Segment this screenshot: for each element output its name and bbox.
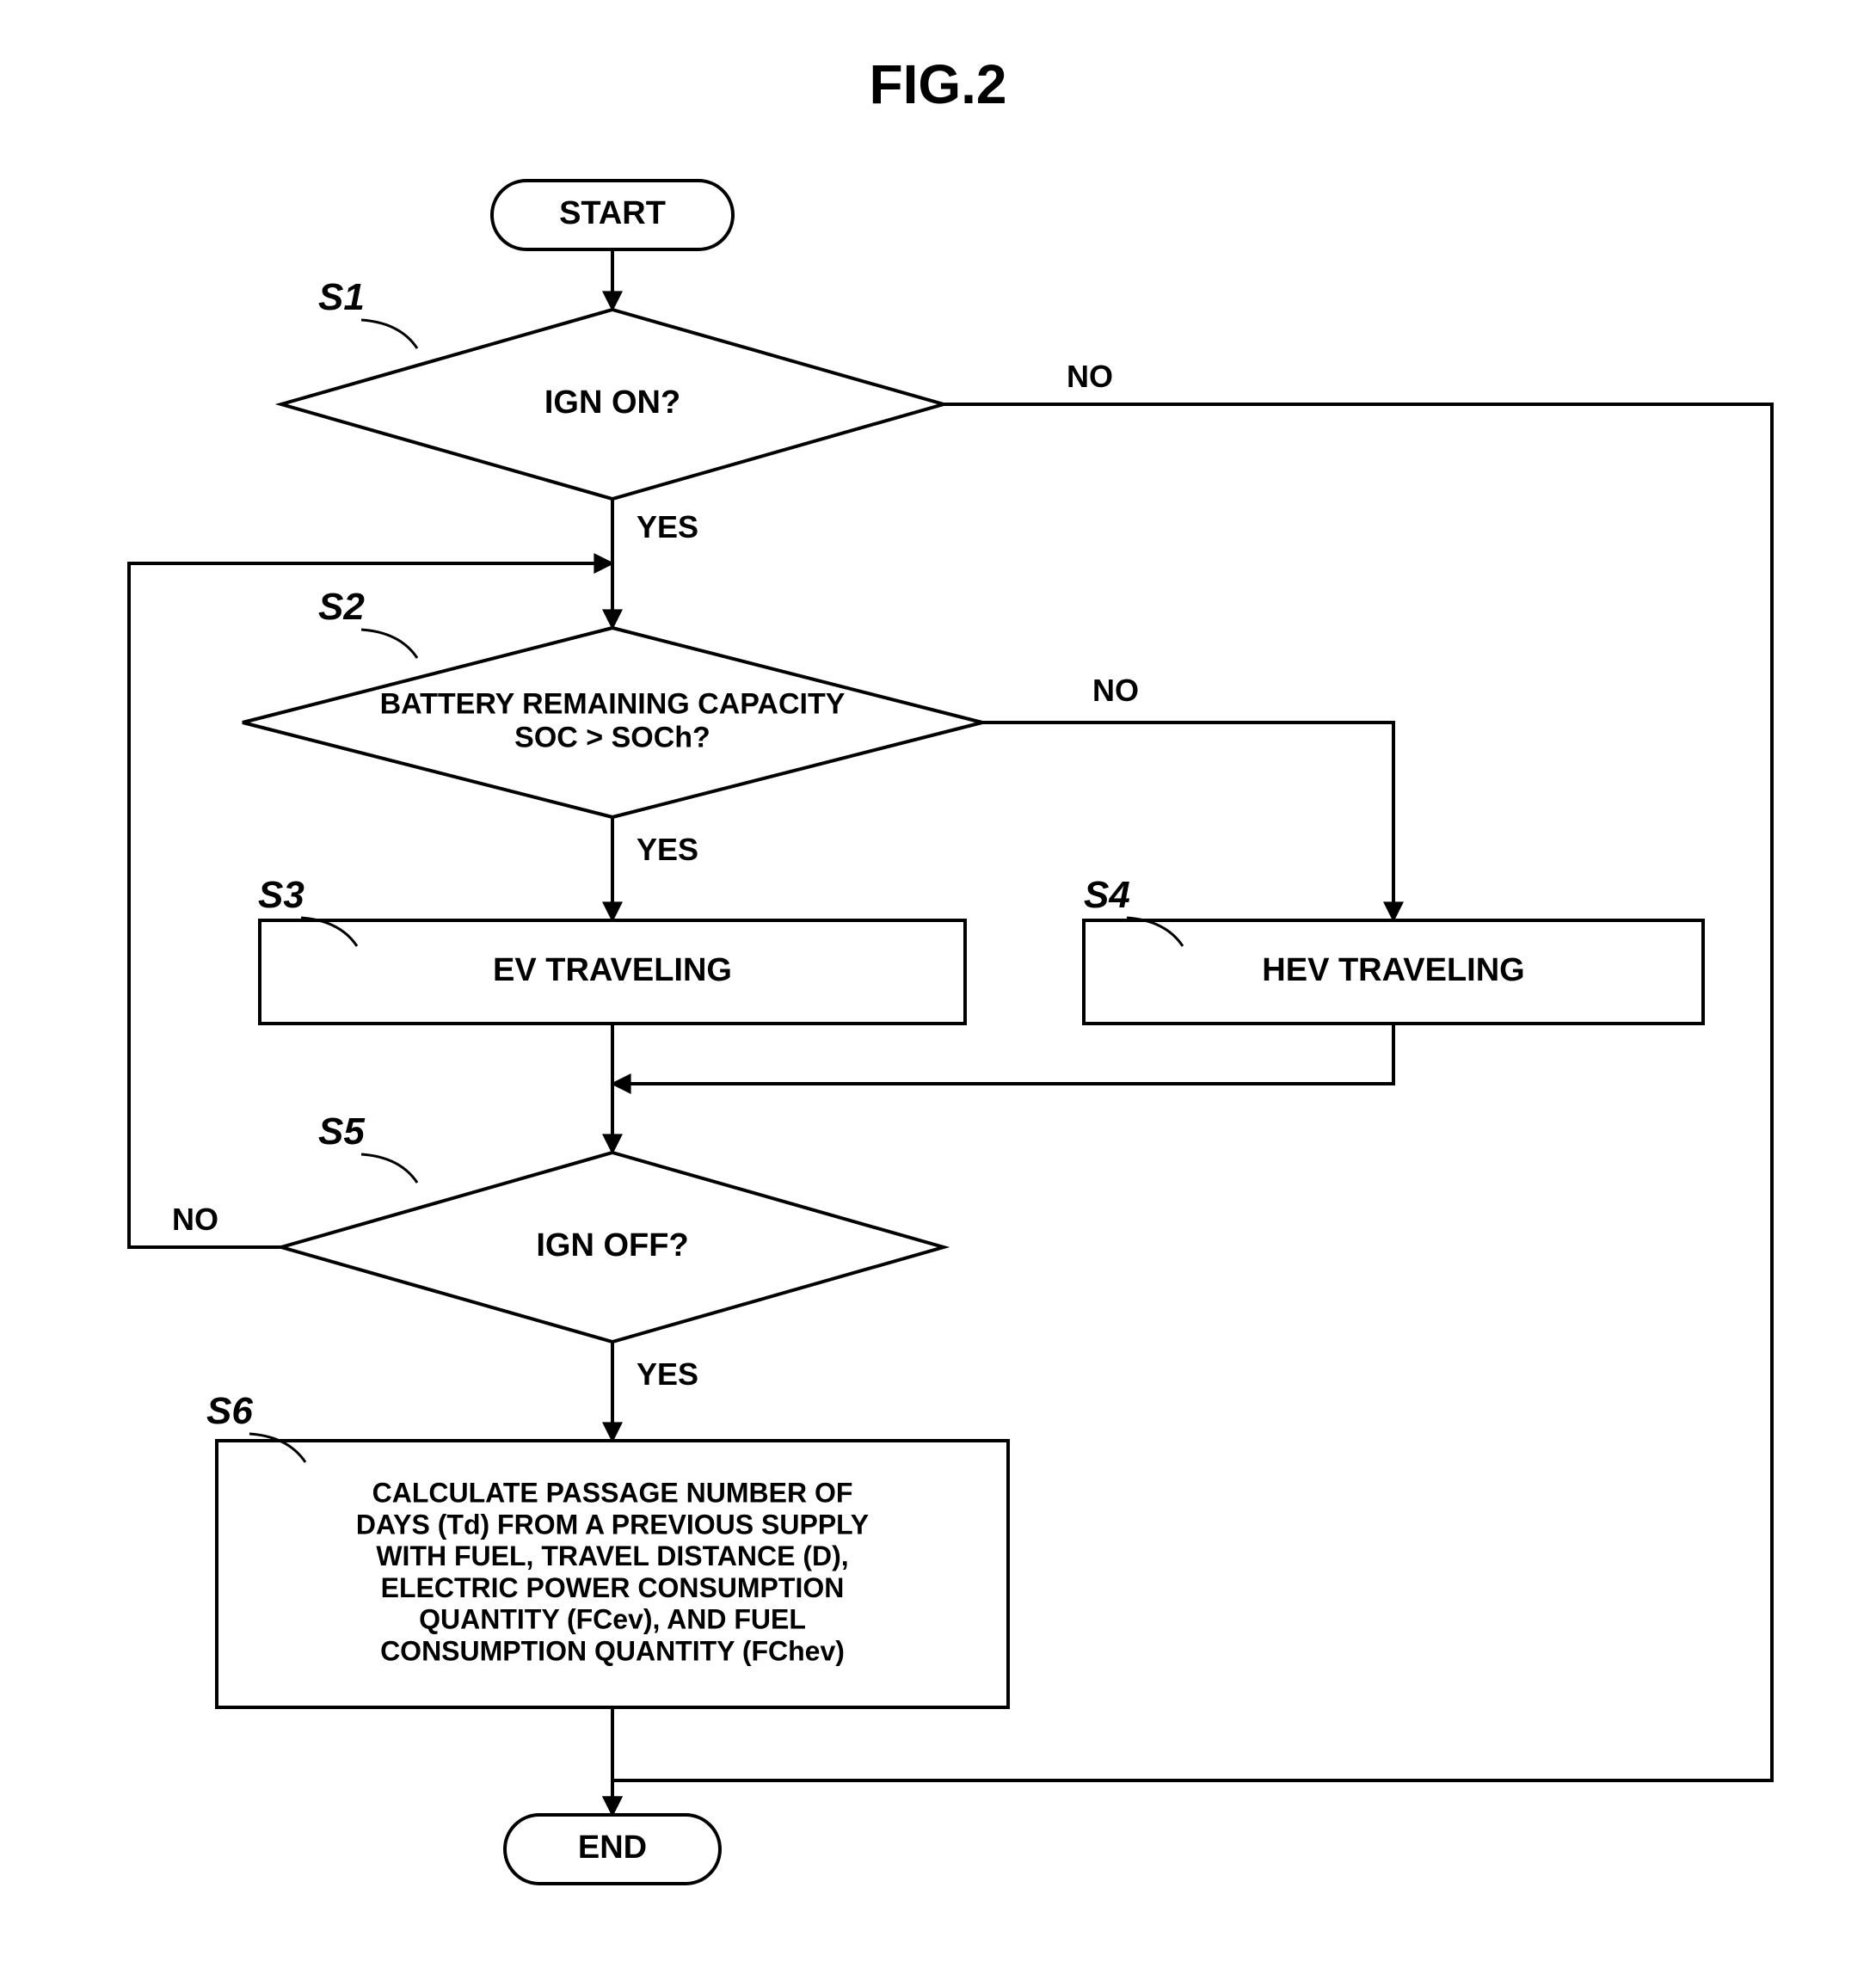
s6-label-line-5: CONSUMPTION QUANTITY (FChev) xyxy=(380,1635,845,1666)
s2-step-label: S2 xyxy=(318,586,365,628)
s3-step-label: S3 xyxy=(258,874,304,916)
s6-step-label: S6 xyxy=(206,1390,253,1432)
nodes-group: START IGN ON? S1 BATTERY REMAINING CAPACITY… xyxy=(206,181,1703,1884)
flowchart-diagram: FIG.2 YES NO YES NO YES NO START IGN ON? S1 BATTER… xyxy=(0,0,1876,1980)
s3-label-line-0: EV TRAVELING xyxy=(493,952,732,988)
edge-label-s5-yes: YES xyxy=(637,1356,698,1392)
s6-label-line-1: DAYS (Td) FROM A PREVIOUS SUPPLY xyxy=(356,1509,869,1540)
s6-label-line-3: ELECTRIC POWER CONSUMPTION xyxy=(381,1572,845,1603)
s5-step-tick xyxy=(361,1154,417,1183)
s2-label-line-0: BATTERY REMAINING CAPACITY xyxy=(380,687,846,720)
s4-label-line-0: HEV TRAVELING xyxy=(1262,952,1524,988)
s6-label-line-4: QUANTITY (FCev), AND FUEL xyxy=(419,1604,806,1635)
s4-step-label: S4 xyxy=(1084,874,1130,916)
s1-label-line-0: IGN ON? xyxy=(544,384,680,421)
start-label: START xyxy=(559,195,666,231)
s5-step-label: S5 xyxy=(318,1110,365,1153)
edge-label-s1-no: NO xyxy=(1067,359,1113,394)
edge-label-s1-yes: YES xyxy=(637,509,698,544)
s6-label-line-2: WITH FUEL, TRAVEL DISTANCE (D), xyxy=(376,1540,848,1571)
s1-step-label: S1 xyxy=(318,276,365,318)
s1-step-tick xyxy=(361,320,417,348)
edge-s4-merge xyxy=(612,1024,1393,1084)
s2-label-line-1: SOC > SOCh? xyxy=(514,722,710,754)
edge-label-s5-no: NO xyxy=(172,1202,218,1237)
s6-label-line-0: CALCULATE PASSAGE NUMBER OF xyxy=(372,1477,853,1508)
s2-step-tick xyxy=(361,630,417,658)
end-label: END xyxy=(578,1829,647,1866)
edge-s2-no xyxy=(982,723,1393,920)
s5-label-line-0: IGN OFF? xyxy=(536,1227,688,1264)
edge-label-s2-yes: YES xyxy=(637,832,698,867)
edge-label-s2-no: NO xyxy=(1092,673,1139,708)
figure-title: FIG.2 xyxy=(869,53,1006,115)
